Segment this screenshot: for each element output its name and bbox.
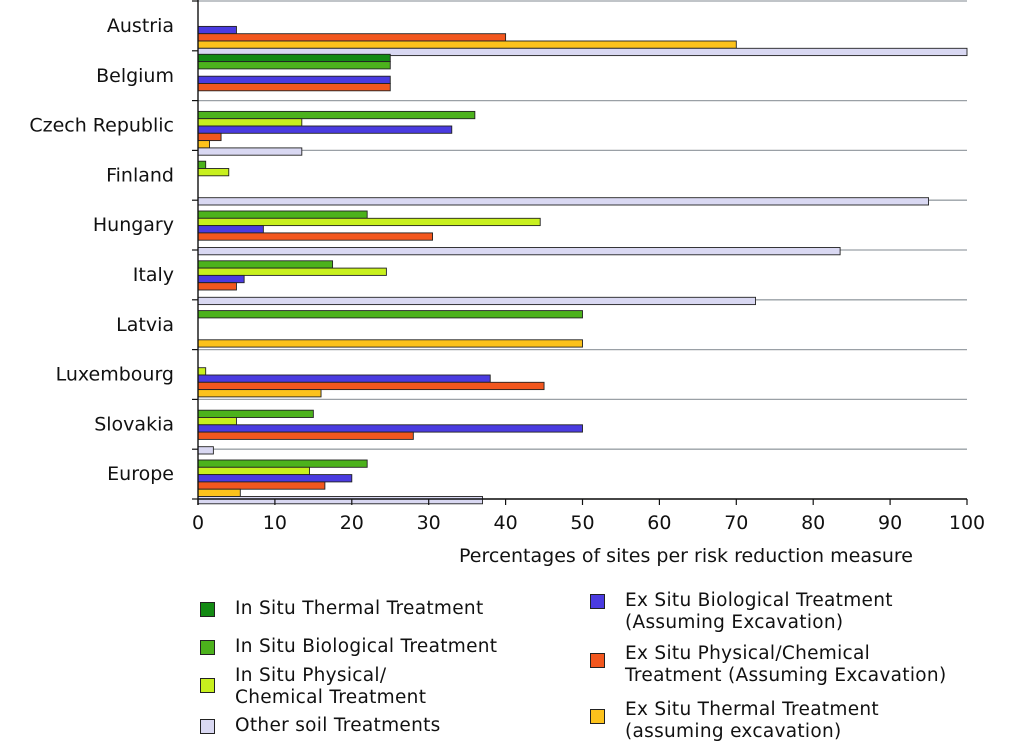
legend-swatch bbox=[200, 602, 215, 617]
bar bbox=[197, 125, 453, 134]
bar bbox=[197, 160, 207, 169]
legend-label: Ex Situ Physical/Chemical Treatment (Ass… bbox=[625, 643, 947, 686]
bar bbox=[197, 210, 368, 219]
legend-item: Ex Situ Biological Treatment (Assuming E… bbox=[590, 590, 893, 634]
legend: In Situ Thermal Treatment In Situ Biolog… bbox=[0, 588, 1024, 743]
bar bbox=[197, 310, 583, 319]
bar bbox=[197, 339, 583, 348]
category-label: Czech Republic bbox=[29, 115, 174, 137]
bars bbox=[197, 25, 968, 505]
x-tick-label: 60 bbox=[647, 512, 671, 534]
legend-label: Other soil Treatments bbox=[235, 715, 441, 736]
legend-swatch bbox=[590, 594, 605, 609]
category-label: Italy bbox=[133, 264, 174, 286]
category-label: Belgium bbox=[96, 65, 174, 87]
bar bbox=[197, 389, 322, 398]
x-tick-label: 10 bbox=[263, 512, 287, 534]
bar bbox=[197, 75, 391, 84]
bar bbox=[197, 459, 368, 468]
legend-item: Other soil Treatments bbox=[200, 715, 441, 737]
legend-label: Ex Situ Biological Treatment (Assuming E… bbox=[625, 590, 893, 633]
bar bbox=[197, 282, 237, 291]
legend-swatch bbox=[200, 719, 215, 734]
category-label: Austria bbox=[107, 15, 174, 37]
legend-item: In Situ Physical/ Chemical Treatment bbox=[200, 665, 426, 709]
bar bbox=[197, 260, 334, 269]
legend-item: Ex Situ Physical/Chemical Treatment (Ass… bbox=[590, 643, 946, 687]
bar bbox=[197, 217, 541, 227]
legend-swatch bbox=[590, 653, 605, 668]
bar bbox=[197, 147, 303, 156]
legend-label: Ex Situ Thermal Treatment (assuming exca… bbox=[625, 699, 879, 742]
bar bbox=[197, 374, 491, 383]
bar bbox=[197, 488, 241, 497]
bar bbox=[197, 466, 310, 476]
bar bbox=[197, 197, 929, 206]
bar bbox=[197, 417, 237, 426]
x-tick-label: 20 bbox=[340, 512, 364, 534]
category-label: Europe bbox=[107, 463, 174, 485]
bar bbox=[197, 83, 391, 92]
bar bbox=[197, 118, 303, 127]
x-axis-title: Percentages of sites per risk reduction … bbox=[459, 545, 913, 567]
x-tick-label: 70 bbox=[724, 512, 748, 534]
category-label: Finland bbox=[106, 164, 174, 186]
bar bbox=[197, 446, 214, 455]
x-tick-labels: 0 10 20 30 40 50 60 70 80 90 100 bbox=[192, 512, 985, 534]
bar bbox=[197, 40, 737, 49]
bar bbox=[197, 367, 207, 376]
bar bbox=[197, 168, 230, 177]
bar bbox=[197, 481, 326, 490]
x-tick-label: 100 bbox=[949, 512, 985, 534]
bar bbox=[197, 232, 433, 241]
bar bbox=[197, 61, 391, 70]
category-label: Slovakia bbox=[94, 413, 174, 435]
bar bbox=[197, 381, 545, 391]
legend-item: Ex Situ Thermal Treatment (assuming exca… bbox=[590, 699, 879, 743]
bar bbox=[197, 225, 264, 234]
legend-label: In Situ Physical/ Chemical Treatment bbox=[235, 665, 427, 708]
x-tick-label: 50 bbox=[570, 512, 594, 534]
x-tick-label: 80 bbox=[801, 512, 825, 534]
category-label: Luxembourg bbox=[56, 364, 174, 386]
bar bbox=[197, 25, 237, 35]
legend-swatch bbox=[200, 678, 215, 693]
bar-chart: Austria Belgium Czech Republic Finland Hunga… bbox=[29, 0, 985, 567]
x-tick-label: 40 bbox=[494, 512, 518, 534]
category-label: Hungary bbox=[93, 214, 174, 236]
bar bbox=[197, 140, 210, 149]
bar bbox=[197, 431, 414, 440]
x-tick-label: 0 bbox=[192, 512, 204, 534]
legend-swatch bbox=[200, 640, 215, 655]
legend-swatch bbox=[590, 709, 605, 724]
bar bbox=[197, 409, 314, 418]
legend-item: In Situ Thermal Treatment bbox=[200, 598, 484, 620]
legend-label: In Situ Thermal Treatment bbox=[235, 598, 484, 619]
bar bbox=[197, 424, 583, 433]
axes bbox=[192, 0, 968, 505]
x-tick-label: 30 bbox=[417, 512, 441, 534]
legend-item: In Situ Biological Treatment bbox=[200, 636, 497, 658]
bar bbox=[197, 53, 391, 63]
bar bbox=[197, 247, 841, 256]
category-labels: Austria Belgium Czech Republic Finland Hunga… bbox=[29, 15, 174, 485]
category-label: Latvia bbox=[116, 314, 174, 336]
bar bbox=[197, 110, 476, 120]
bar bbox=[197, 132, 222, 142]
bar bbox=[197, 496, 483, 505]
bar bbox=[197, 474, 353, 483]
bar bbox=[197, 33, 507, 42]
bar bbox=[197, 267, 387, 276]
x-tick-label: 90 bbox=[878, 512, 902, 534]
bar bbox=[197, 296, 756, 306]
legend-label: In Situ Biological Treatment bbox=[235, 636, 498, 657]
bar bbox=[197, 274, 245, 284]
